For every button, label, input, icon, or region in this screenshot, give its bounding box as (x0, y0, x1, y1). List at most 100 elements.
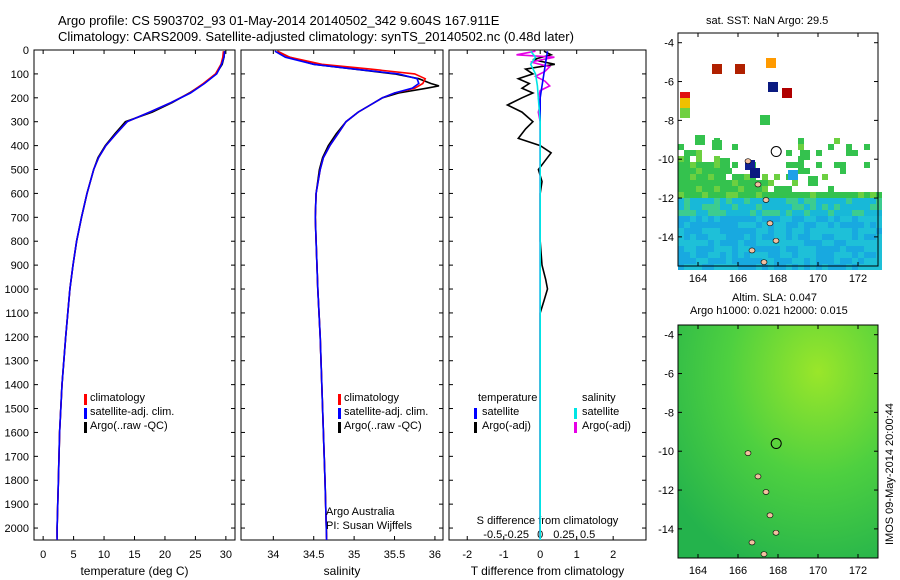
map1-sst-field (678, 58, 882, 270)
map1-sst-cell (684, 204, 690, 210)
map1-sst-cell (774, 228, 780, 234)
map1-sst-cell (744, 174, 750, 180)
map1-sst-cell (822, 246, 828, 252)
map1-sst-cell (822, 210, 828, 216)
map1-sst-cell (816, 150, 822, 156)
depth-tick-label: 1600 (5, 427, 29, 439)
map1-sst-cell (726, 168, 732, 174)
legend-swatch-diff-temp-sat (474, 408, 477, 419)
map1-sst-cell (780, 198, 786, 204)
map1-sst-cell (762, 216, 768, 222)
map1-sst-cell (708, 186, 714, 192)
map1-sst-cell (782, 88, 792, 98)
map2-x-tick-label: 164 (689, 565, 707, 577)
map1-sst-cell (840, 240, 846, 246)
map1-sst-cell (840, 252, 846, 258)
map1-sst-cell (846, 210, 852, 216)
map1-sst-cell (834, 216, 840, 222)
map1-sst-cell (852, 216, 858, 222)
credit-line-2: PI: Susan Wijffels (326, 520, 412, 532)
map1-sst-cell (786, 216, 792, 222)
map1-sst-cell (702, 210, 708, 216)
map1-y-tick-label: -6 (664, 77, 674, 89)
map1-sst-cell (738, 234, 744, 240)
map1-sst-cell (714, 204, 720, 210)
map1-sst-cell (786, 198, 792, 204)
map2-island (744, 450, 752, 456)
map1-sst-cell (720, 240, 726, 246)
map1-sst-cell (702, 240, 708, 246)
map1-sst-cell (744, 198, 750, 204)
map1-sst-cell (774, 264, 780, 270)
map1-sst-cell (846, 240, 852, 246)
map1-sst-cell (822, 204, 828, 210)
map1-sst-cell (852, 258, 858, 264)
map1-sst-cell (858, 228, 864, 234)
map1-sst-cell (696, 192, 702, 198)
map1-sst-cell (840, 210, 846, 216)
map1-sst-cell (678, 162, 684, 168)
map1-sst-cell (876, 234, 882, 240)
map1-sst-cell (852, 234, 858, 240)
map1-sst-cell (708, 234, 714, 240)
map1-sst-cell (696, 210, 702, 216)
map1-sst-cell (732, 252, 738, 258)
map1-sst-cell (690, 210, 696, 216)
map1-sst-cell (816, 210, 822, 216)
depth-tick-label: 300 (11, 117, 29, 129)
map1-sst-cell (756, 216, 762, 222)
map1-sst-cell (726, 222, 732, 228)
map1-sst-cell (804, 222, 810, 228)
map1-sst-cell (828, 252, 834, 258)
map1-sst-cell (750, 168, 760, 178)
map1-sst-cell (768, 216, 774, 222)
map1-sst-cell (834, 264, 840, 270)
map1-sst-cell (774, 192, 780, 198)
sal-axis-tick-label: 34.5 (303, 549, 324, 561)
map1-sst-cell (864, 144, 870, 150)
map1-sst-cell (774, 198, 780, 204)
map2-island (754, 473, 762, 480)
map1-sst-cell (834, 162, 840, 168)
map1-sst-cell (702, 192, 708, 198)
legend-swatch-sal-clim (338, 394, 341, 405)
map1-sst-cell (732, 264, 738, 270)
map1-sst-cell (774, 186, 780, 192)
map1-sst-cell (774, 216, 780, 222)
map1-sst-cell (876, 222, 882, 228)
map1-sst-cell (798, 168, 804, 174)
map1-sst-cell (684, 156, 690, 162)
map1-sst-cell (708, 240, 714, 246)
map1-sst-cell (684, 150, 690, 156)
map1-sst-cell (780, 186, 786, 192)
map1-sst-cell (786, 150, 792, 156)
map1-sst-cell (768, 210, 774, 216)
map1-sst-cell (846, 228, 852, 234)
map1-sst-cell (732, 228, 738, 234)
depth-tick-label: 1800 (5, 475, 29, 487)
map1-x-tick-label: 166 (729, 273, 747, 285)
map1-sst-cell (744, 192, 750, 198)
map1-sst-cell (726, 258, 732, 264)
map1-sst-cell (852, 252, 858, 258)
map1-sst-cell (804, 216, 810, 222)
map1-sst-cell (786, 246, 792, 252)
map1-sst-cell (876, 240, 882, 246)
temp-axis-tick-label: 5 (71, 549, 77, 561)
map1-sst-cell (690, 198, 696, 204)
map1-x-tick-label: 168 (769, 273, 787, 285)
map1-sst-cell (702, 198, 708, 204)
temp-series-argo (56, 51, 226, 538)
map1-sst-cell (828, 264, 834, 270)
map1-sst-cell (738, 252, 744, 258)
map1-y-tick-label: -10 (658, 154, 674, 166)
map1-sst-cell (708, 216, 714, 222)
map1-sst-cell (846, 216, 852, 222)
map1-sst-cell (720, 264, 726, 270)
map1-sst-cell (684, 246, 690, 252)
map1-sst-cell (702, 228, 708, 234)
map1-sst-cell (678, 168, 684, 174)
map1-sst-cell (822, 252, 828, 258)
map2-island (748, 539, 756, 546)
map1-sst-cell (762, 246, 768, 252)
